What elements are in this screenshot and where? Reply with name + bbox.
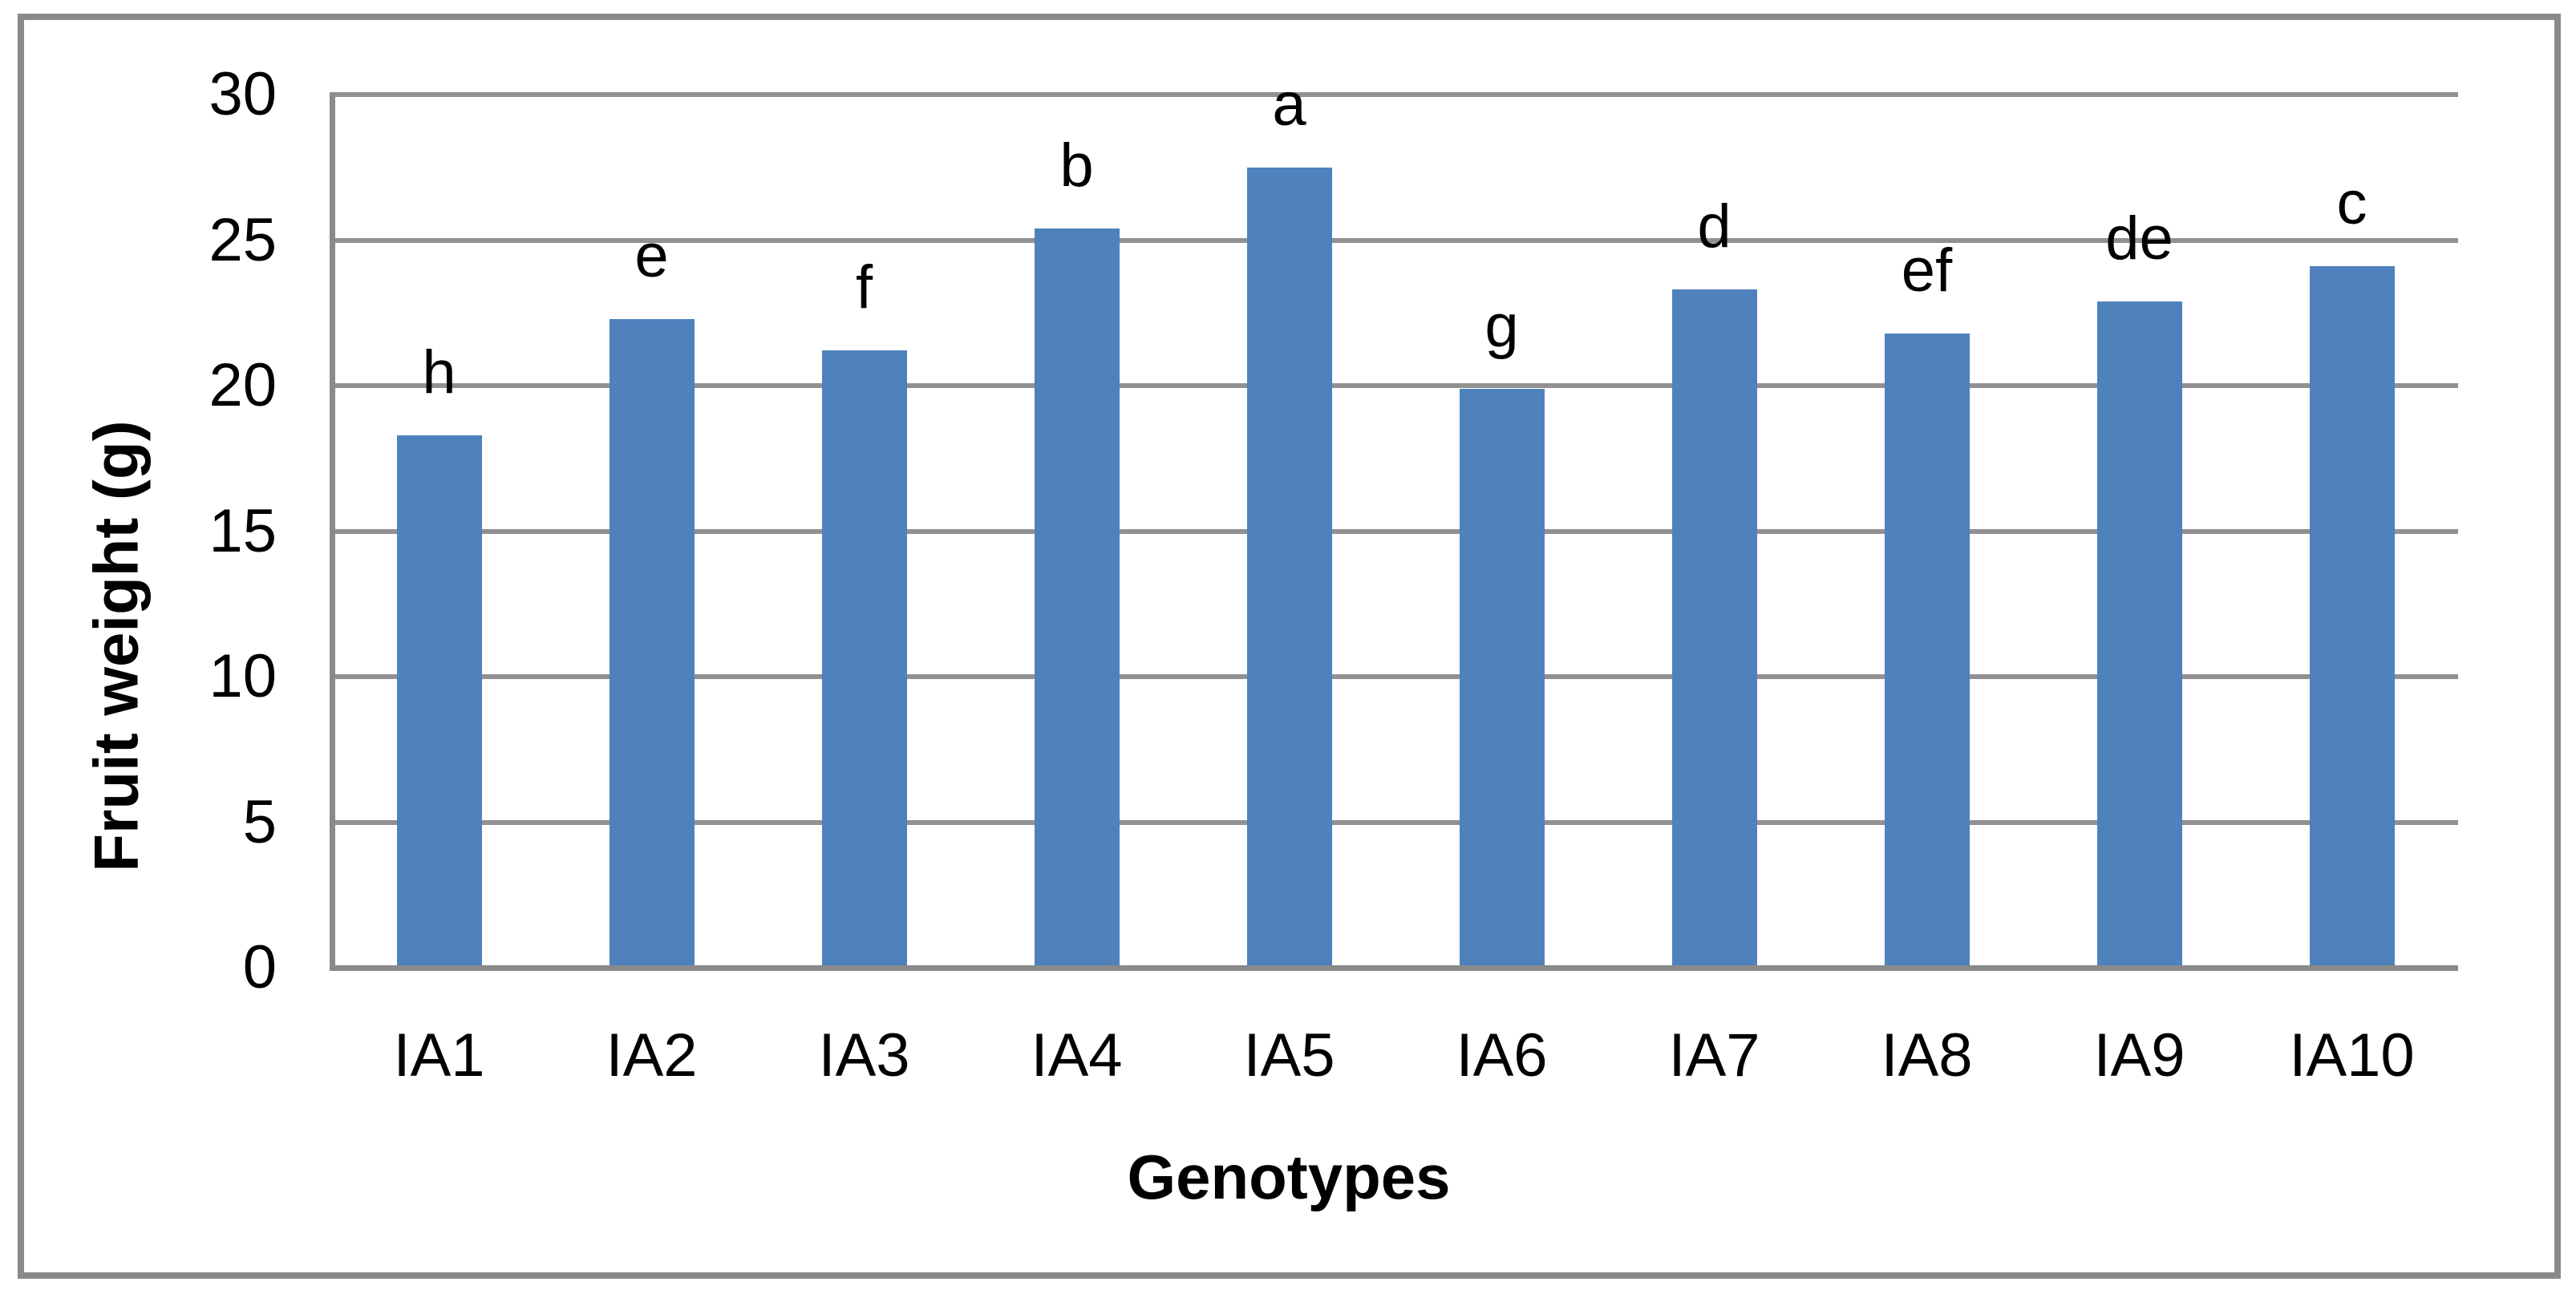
significance-letter-IA9: de bbox=[2105, 204, 2173, 273]
significance-letter-IA10: c bbox=[2336, 169, 2367, 237]
significance-letter-IA4: b bbox=[1059, 131, 1094, 200]
y-axis-line bbox=[330, 92, 335, 970]
significance-letter-IA1: h bbox=[422, 338, 456, 406]
significance-letter-IA2: e bbox=[634, 222, 669, 290]
x-axis-line bbox=[330, 965, 2458, 971]
x-tick-label-IA10: IA10 bbox=[2289, 1021, 2415, 1090]
y-tick-label-30: 30 bbox=[209, 60, 277, 128]
gridline-y-10 bbox=[333, 674, 2458, 679]
bar-IA3 bbox=[822, 350, 907, 965]
significance-letter-IA7: d bbox=[1697, 192, 1732, 261]
significance-letter-IA5: a bbox=[1272, 71, 1306, 139]
bar-IA1 bbox=[397, 435, 482, 965]
x-tick-label-IA4: IA4 bbox=[1031, 1021, 1123, 1090]
bar-IA7 bbox=[1672, 289, 1757, 965]
x-tick-label-IA7: IA7 bbox=[1668, 1021, 1760, 1090]
significance-letter-IA6: g bbox=[1484, 292, 1519, 360]
y-tick-label-5: 5 bbox=[242, 788, 277, 856]
significance-letter-IA3: f bbox=[855, 253, 873, 321]
gridline-y-15 bbox=[333, 529, 2458, 534]
y-tick-label-10: 10 bbox=[209, 642, 277, 710]
chart-outer-border bbox=[18, 14, 2561, 1279]
x-tick-label-IA3: IA3 bbox=[818, 1021, 910, 1090]
bar-IA6 bbox=[1460, 389, 1545, 965]
bar-IA2 bbox=[610, 319, 695, 965]
gridline-y-25 bbox=[333, 238, 2458, 243]
y-tick-label-15: 15 bbox=[209, 497, 277, 565]
x-tick-label-IA5: IA5 bbox=[1243, 1021, 1335, 1090]
bar-IA5 bbox=[1247, 168, 1332, 965]
y-tick-label-25: 25 bbox=[209, 206, 277, 274]
y-tick-label-20: 20 bbox=[209, 351, 277, 419]
bar-IA9 bbox=[2097, 301, 2182, 965]
gridline-y-20 bbox=[333, 383, 2458, 388]
x-tick-label-IA2: IA2 bbox=[606, 1021, 698, 1090]
x-tick-label-IA9: IA9 bbox=[2093, 1021, 2185, 1090]
significance-letter-IA8: ef bbox=[1901, 237, 1953, 305]
x-tick-label-IA1: IA1 bbox=[393, 1021, 485, 1090]
x-axis-title: Genotypes bbox=[1127, 1142, 1451, 1212]
x-tick-label-IA6: IA6 bbox=[1456, 1021, 1548, 1090]
gridline-y-30 bbox=[333, 92, 2458, 97]
bar-IA4 bbox=[1035, 228, 1120, 965]
bar-IA10 bbox=[2310, 266, 2395, 965]
gridline-y-5 bbox=[333, 820, 2458, 825]
y-tick-label-0: 0 bbox=[242, 933, 277, 1001]
bar-IA8 bbox=[1885, 334, 1970, 965]
x-tick-label-IA8: IA8 bbox=[1881, 1021, 1973, 1090]
